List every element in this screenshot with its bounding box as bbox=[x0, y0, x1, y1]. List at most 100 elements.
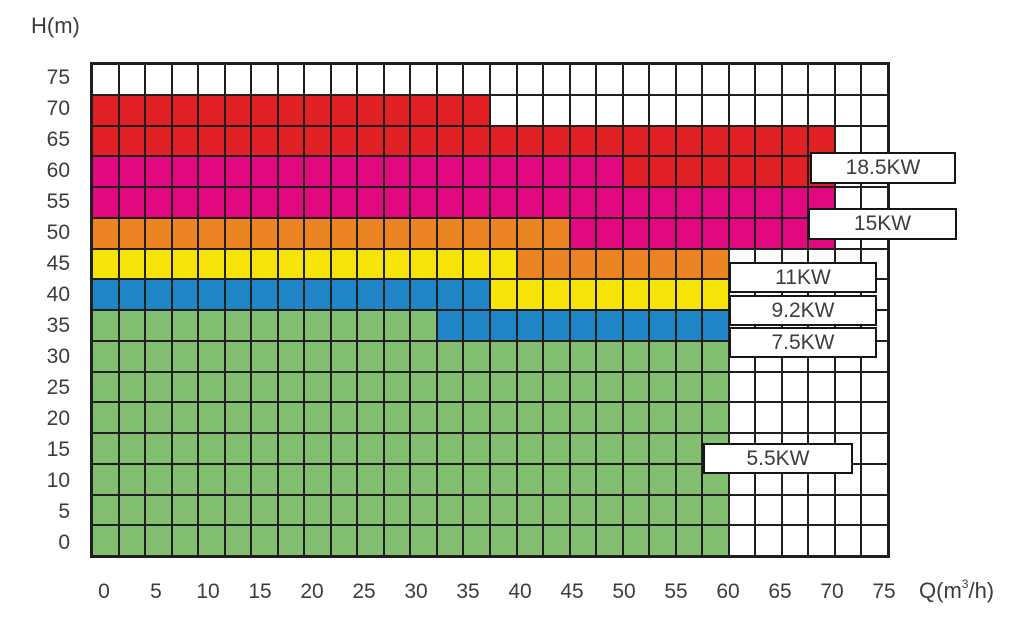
grid-cell bbox=[675, 217, 703, 249]
grid-cell bbox=[224, 217, 252, 249]
grid-cell bbox=[543, 433, 570, 464]
grid-cell bbox=[622, 125, 650, 157]
grid-cell bbox=[198, 156, 225, 187]
grid-cell bbox=[251, 64, 278, 95]
grid-cell bbox=[702, 187, 729, 218]
grid-cell bbox=[224, 494, 252, 526]
grid-cell bbox=[357, 463, 384, 495]
grid-cell bbox=[357, 187, 384, 218]
x-tick-label: 0 bbox=[98, 580, 110, 603]
grid-cell bbox=[277, 310, 305, 341]
grid-cell bbox=[410, 463, 437, 495]
grid-cell bbox=[436, 340, 464, 372]
grid-cell bbox=[251, 125, 278, 157]
x-tick-label: 40 bbox=[508, 580, 532, 603]
grid-cell bbox=[171, 248, 199, 280]
grid-cell bbox=[330, 371, 358, 403]
x-axis-title: Q(m3/h) bbox=[919, 576, 994, 604]
grid-cell bbox=[675, 371, 703, 403]
grid-cell bbox=[834, 64, 862, 95]
grid-cell bbox=[808, 402, 835, 433]
grid-cell bbox=[118, 402, 146, 433]
grid-cell bbox=[410, 433, 437, 464]
grid-cell bbox=[171, 217, 199, 249]
grid-cell bbox=[516, 279, 544, 310]
grid-cell bbox=[436, 94, 464, 126]
grid-cell bbox=[224, 125, 252, 157]
grid-cell bbox=[861, 64, 888, 95]
x-tick-label: 50 bbox=[612, 580, 636, 603]
grid-cell bbox=[808, 494, 835, 526]
grid-cell bbox=[145, 463, 172, 495]
grid-cell bbox=[702, 156, 729, 187]
grid-cell bbox=[728, 64, 756, 95]
grid-cell bbox=[543, 156, 570, 187]
grid-cell bbox=[463, 64, 490, 95]
grid-cell bbox=[702, 94, 729, 126]
grid-cell bbox=[569, 340, 597, 372]
y-tick-label: 45 bbox=[46, 252, 70, 275]
grid-cell bbox=[330, 248, 358, 280]
grid-cell bbox=[436, 279, 464, 310]
grid-cell bbox=[649, 494, 676, 526]
x-axis: 0 5 10 15 20 25 30 35 40 45 50 55 60 65 70 75 bbox=[0, 580, 1016, 608]
grid-cell bbox=[436, 310, 464, 341]
power-label-7_5kw: 7.5KW bbox=[729, 327, 877, 358]
grid-cell bbox=[304, 433, 331, 464]
x-axis-title-superscript: 3 bbox=[961, 576, 969, 591]
x-axis-title-prefix: Q(m bbox=[919, 578, 962, 603]
grid-cell bbox=[145, 525, 172, 556]
grid-cell bbox=[622, 310, 650, 341]
grid-cell bbox=[781, 217, 809, 249]
grid-cell bbox=[251, 248, 278, 280]
grid-cell bbox=[92, 125, 119, 157]
grid-cell bbox=[198, 217, 225, 249]
grid-cell bbox=[304, 248, 331, 280]
y-tick-label: 20 bbox=[46, 407, 70, 430]
grid-cell bbox=[596, 94, 623, 126]
grid-cell bbox=[383, 310, 411, 341]
grid-cell bbox=[145, 64, 172, 95]
grid-cell bbox=[596, 279, 623, 310]
x-tick-label: 5 bbox=[150, 580, 162, 603]
grid-cell bbox=[224, 64, 252, 95]
grid-cell bbox=[622, 156, 650, 187]
grid-cell bbox=[463, 217, 490, 249]
grid-cell bbox=[145, 310, 172, 341]
grid-cell bbox=[198, 525, 225, 556]
grid-cell bbox=[118, 340, 146, 372]
grid-cell bbox=[489, 156, 517, 187]
grid-cell bbox=[861, 494, 888, 526]
grid-cell bbox=[92, 463, 119, 495]
grid-cell bbox=[357, 156, 384, 187]
grid-cell bbox=[728, 402, 756, 433]
grid-cell bbox=[463, 125, 490, 157]
grid-cell bbox=[649, 463, 676, 495]
grid-cell bbox=[145, 187, 172, 218]
grid-cell bbox=[198, 402, 225, 433]
grid-cell bbox=[649, 402, 676, 433]
grid-cell bbox=[808, 525, 835, 556]
grid-cell bbox=[596, 64, 623, 95]
grid-cell bbox=[251, 94, 278, 126]
grid-cell bbox=[198, 125, 225, 157]
grid-cell bbox=[569, 494, 597, 526]
grid-cell bbox=[357, 248, 384, 280]
grid-cell bbox=[649, 125, 676, 157]
grid-cell bbox=[224, 310, 252, 341]
y-tick-label: 75 bbox=[46, 66, 70, 89]
grid-cell bbox=[728, 156, 756, 187]
grid-cell bbox=[463, 279, 490, 310]
grid-cell bbox=[383, 64, 411, 95]
y-tick-label: 25 bbox=[46, 376, 70, 399]
grid-cell bbox=[277, 402, 305, 433]
grid-cell bbox=[251, 156, 278, 187]
grid-cell bbox=[357, 525, 384, 556]
grid-cell bbox=[145, 217, 172, 249]
grid-cell bbox=[304, 94, 331, 126]
power-label-11kw: 11KW bbox=[729, 262, 877, 293]
grid-cell bbox=[649, 217, 676, 249]
grid-cell bbox=[808, 64, 835, 95]
grid-cell bbox=[596, 125, 623, 157]
grid-cell bbox=[649, 371, 676, 403]
